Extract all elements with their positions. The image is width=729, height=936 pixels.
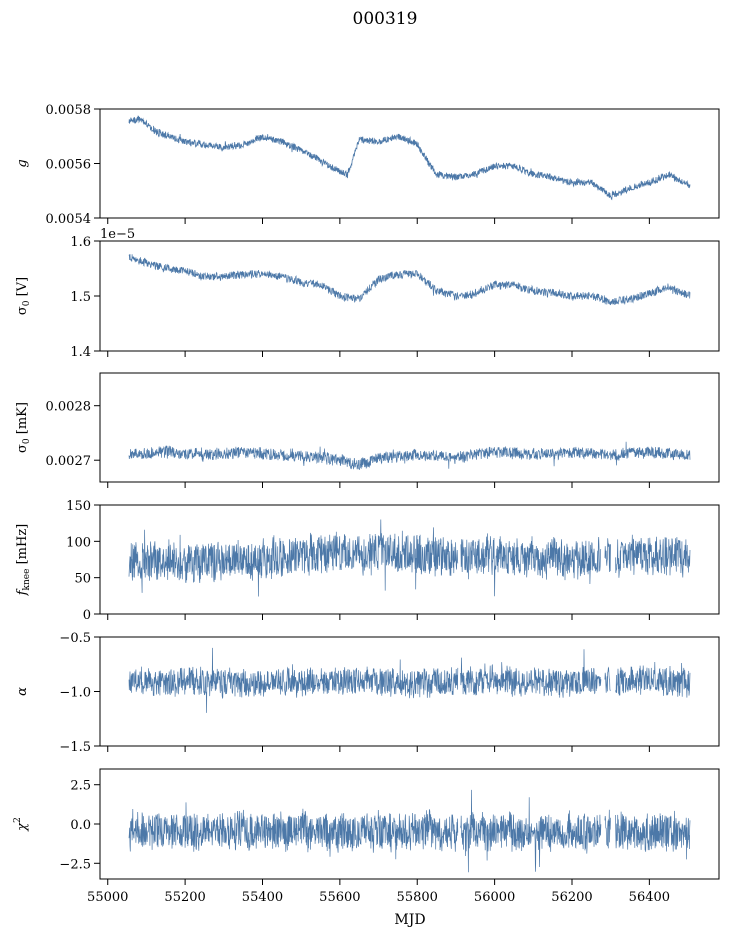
x-tick-label-5: 56000 xyxy=(474,890,515,905)
y-tick-label-1-0: 0.0054 xyxy=(46,212,92,227)
panel-2: 1.4 1.5 1.6 1e−5 σ0 [V] xyxy=(15,227,720,360)
x-axis-label: MJD xyxy=(394,912,425,928)
y-axis-label-3: σ0 [mK] xyxy=(15,402,32,453)
series-line-2 xyxy=(128,254,691,306)
x-tick-label-7: 56400 xyxy=(629,890,670,905)
axes-frame-1 xyxy=(99,108,720,219)
x-tick-label-6: 56200 xyxy=(551,890,592,905)
figure-suptitle: 000319 xyxy=(353,9,418,29)
panel-4: 0 50 100 150 fknee [mHz] xyxy=(15,499,720,623)
y-tick-label-5-2: −0.5 xyxy=(59,631,91,646)
y-axis-label-4: fknee [mHz] xyxy=(15,524,32,597)
x-tick-label-3: 55600 xyxy=(319,890,360,905)
y-tick-label-4-0: 0 xyxy=(83,608,91,623)
y-axis-label-6: χ2 xyxy=(13,817,30,832)
y-tick-label-4-3: 150 xyxy=(66,499,91,514)
x-tick-label-2: 55400 xyxy=(242,890,283,905)
y-tick-label-5-1: −1.0 xyxy=(59,686,91,701)
panels: 0.0054 0.0056 0.0058 g 1.4 1.5 1.6 1e−5 σ0 [V] 0.… xyxy=(13,103,720,905)
axes-frame-4 xyxy=(99,504,720,615)
y-tick-label-3-0: 0.0027 xyxy=(46,454,92,469)
y-tick-label-4-2: 100 xyxy=(66,535,91,550)
axes-frame-2 xyxy=(99,240,720,352)
series-line-1 xyxy=(128,115,691,201)
y-tick-label-1-2: 0.0058 xyxy=(46,103,92,118)
series-line-6 xyxy=(128,789,691,873)
series-line-4 xyxy=(128,519,691,597)
y-axis-label-1: g xyxy=(15,159,30,167)
y-tick-label-2-1: 1.5 xyxy=(70,290,91,305)
panel-1: 0.0054 0.0056 0.0058 g xyxy=(15,103,720,227)
y-tick-label-1-1: 0.0056 xyxy=(46,158,92,173)
y-tick-label-6-1: 0.0 xyxy=(70,818,91,833)
x-tick-label-0: 55000 xyxy=(87,890,128,905)
axes-frame-3 xyxy=(99,372,720,483)
y-axis-label-5: α xyxy=(15,687,30,696)
panel-6: −2.5 0.0 2.5 55000 55200 55400 55600 55800 56000… xyxy=(13,768,720,905)
panel-5: −1.5 −1.0 −0.5 α xyxy=(15,631,720,755)
offset-text-2: 1e−5 xyxy=(100,227,135,242)
y-axis-label-2: σ0 [V] xyxy=(15,277,32,315)
x-tick-label-1: 55200 xyxy=(164,890,205,905)
y-tick-label-4-1: 50 xyxy=(74,572,91,587)
y-tick-label-6-2: 2.5 xyxy=(70,779,91,794)
series-line-3 xyxy=(128,441,691,470)
y-tick-label-2-0: 1.4 xyxy=(70,345,91,360)
panel-3: 0.0027 0.0028 σ0 [mK] xyxy=(15,372,720,488)
y-tick-label-3-1: 0.0028 xyxy=(46,400,92,415)
series-line-5 xyxy=(128,647,691,713)
y-tick-label-2-2: 1.6 xyxy=(70,235,91,250)
y-tick-label-5-0: −1.5 xyxy=(59,740,91,755)
y-tick-label-6-0: −2.5 xyxy=(59,857,91,872)
x-tick-label-4: 55800 xyxy=(397,890,438,905)
